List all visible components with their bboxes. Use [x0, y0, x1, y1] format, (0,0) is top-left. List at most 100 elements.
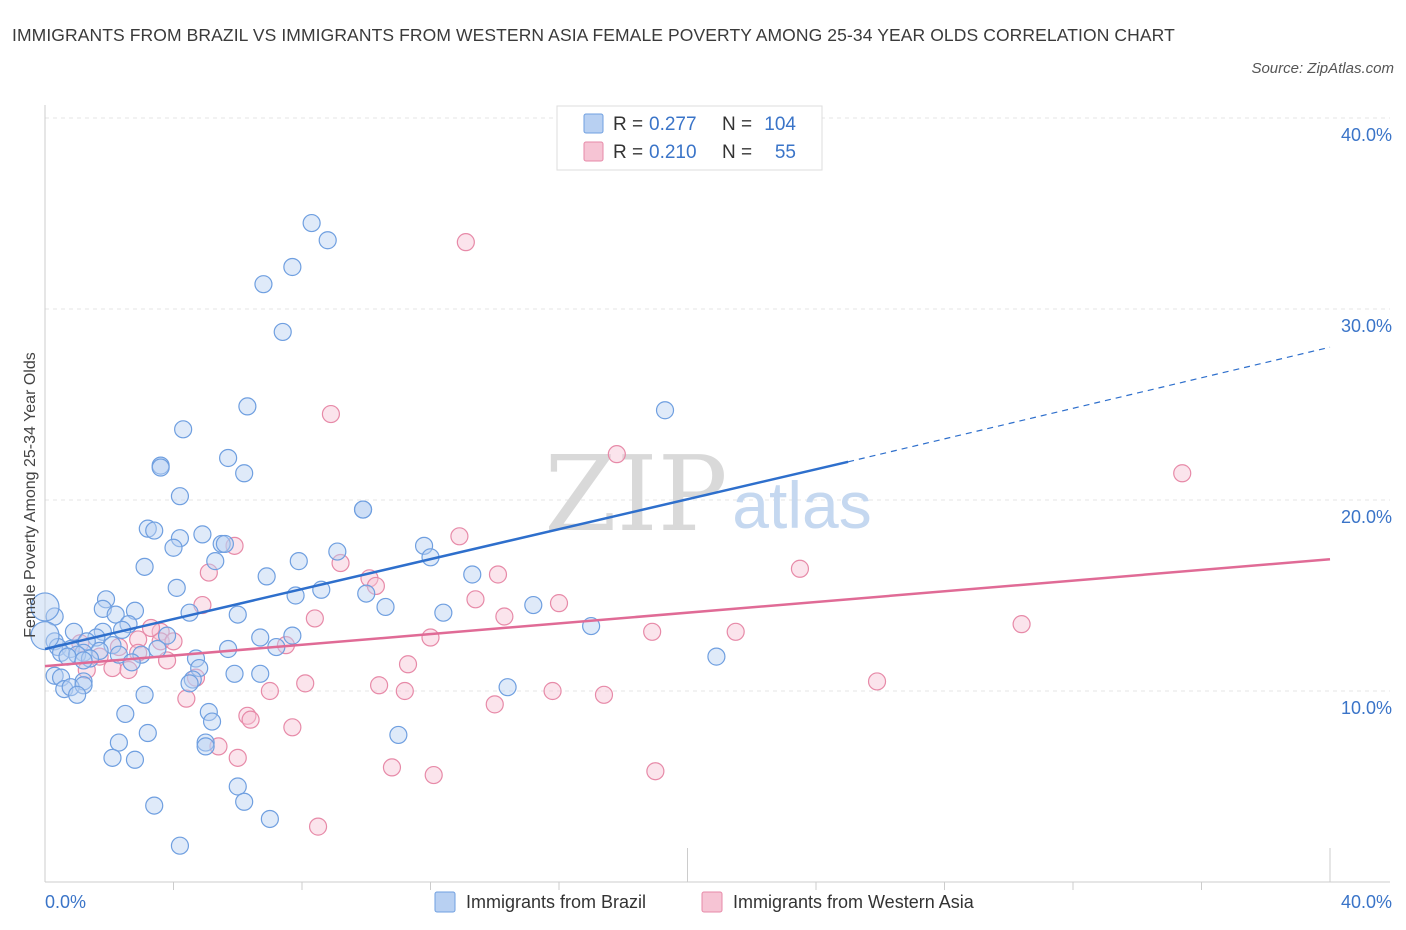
- x-tick-label: 0.0%: [45, 892, 86, 912]
- data-point: [129, 630, 148, 649]
- data-point: [357, 584, 376, 603]
- data-point: [366, 576, 385, 596]
- data-point: [167, 578, 186, 597]
- n-label: N =: [722, 142, 752, 163]
- data-point: [382, 758, 402, 777]
- gridlines: [45, 117, 1390, 692]
- data-point: [328, 542, 347, 561]
- trend-line-brazil: [44, 460, 849, 651]
- data-point: [164, 538, 183, 557]
- data-point: [215, 534, 234, 554]
- data-point: [283, 626, 302, 645]
- data-point: [450, 527, 469, 546]
- data-point: [45, 666, 64, 685]
- data-point: [283, 257, 302, 277]
- watermark: ZIP atlas: [544, 433, 871, 555]
- data-point: [302, 213, 321, 233]
- data-point: [74, 651, 93, 670]
- data-point: [790, 559, 810, 578]
- watermark-atlas: atlas: [732, 468, 871, 542]
- axes: [44, 105, 1390, 890]
- data-point: [151, 458, 170, 477]
- data-point: [254, 275, 273, 294]
- data-point: [646, 762, 665, 781]
- data-point: [370, 676, 389, 695]
- data-point: [199, 702, 218, 722]
- data-point: [1012, 615, 1031, 634]
- data-point: [289, 552, 308, 571]
- y-tick-label: 30.0%: [1341, 316, 1392, 336]
- data-point: [180, 674, 199, 693]
- y-tick-label: 20.0%: [1341, 507, 1392, 527]
- stats-legend-row-western-asia: R = 0.210 N = 55: [583, 141, 796, 163]
- r-label: R =: [613, 142, 643, 163]
- y-tick-label: 10.0%: [1341, 698, 1392, 718]
- data-point: [321, 404, 341, 424]
- data-point: [251, 628, 270, 647]
- data-point: [524, 595, 543, 615]
- data-point: [238, 397, 257, 416]
- data-point: [202, 712, 222, 731]
- data-point: [219, 448, 238, 468]
- stats-legend-row-brazil: R = 0.277 N = 104: [583, 113, 796, 135]
- legend-brazil-swatch: [434, 891, 456, 913]
- data-point: [260, 681, 279, 701]
- data-point: [157, 626, 177, 645]
- data-point: [498, 678, 517, 697]
- data-point: [543, 681, 562, 701]
- r-label: R =: [613, 114, 643, 135]
- data-point: [122, 653, 141, 672]
- data-point: [196, 733, 215, 752]
- data-point: [145, 796, 164, 815]
- data-point: [283, 718, 302, 737]
- data-point: [353, 500, 373, 519]
- series-western-asia-points: [71, 233, 1192, 836]
- series-brazil-points: [30, 213, 726, 855]
- data-point: [138, 723, 157, 743]
- data-point: [424, 765, 443, 785]
- data-point: [106, 605, 125, 624]
- data-point: [116, 704, 135, 724]
- data-point: [74, 676, 93, 695]
- data-point: [867, 672, 887, 691]
- stats-legend: R = 0.277 N = 104 R = 0.210 N = 55: [556, 105, 823, 171]
- data-point: [109, 733, 128, 752]
- data-point: [594, 685, 614, 704]
- data-point: [96, 590, 116, 609]
- legend-western-asia-swatch: [701, 891, 723, 913]
- n-label: N =: [722, 114, 752, 135]
- data-point: [395, 681, 414, 701]
- data-point: [206, 552, 225, 571]
- data-point: [145, 521, 164, 540]
- data-point: [241, 710, 260, 729]
- data-point: [228, 777, 247, 796]
- data-point: [607, 445, 626, 464]
- western-asia-swatch: [583, 141, 604, 162]
- data-point: [456, 233, 475, 252]
- data-point: [125, 750, 145, 769]
- data-point: [235, 464, 254, 483]
- data-point: [1173, 464, 1192, 483]
- data-point: [103, 748, 122, 767]
- data-point: [190, 658, 209, 678]
- data-point: [305, 609, 324, 628]
- data-point: [109, 637, 128, 657]
- data-point: [421, 628, 440, 647]
- data-point: [726, 622, 745, 641]
- data-point: [170, 529, 190, 548]
- brazil-swatch: [583, 113, 604, 134]
- data-point: [170, 836, 190, 855]
- data-point: [251, 664, 270, 683]
- data-point: [463, 565, 482, 584]
- data-point: [64, 622, 84, 641]
- data-point: [199, 563, 218, 582]
- data-point: [296, 674, 315, 693]
- data-point: [376, 597, 395, 617]
- data-point: [193, 525, 212, 544]
- legend-brazil-label: Immigrants from Brazil: [466, 892, 646, 912]
- data-point: [148, 639, 167, 659]
- x-tick-label: 40.0%: [1341, 892, 1392, 912]
- series-legend: Immigrants from Brazil Immigrants from W…: [434, 891, 975, 913]
- data-point: [228, 605, 247, 624]
- data-point: [30, 592, 60, 622]
